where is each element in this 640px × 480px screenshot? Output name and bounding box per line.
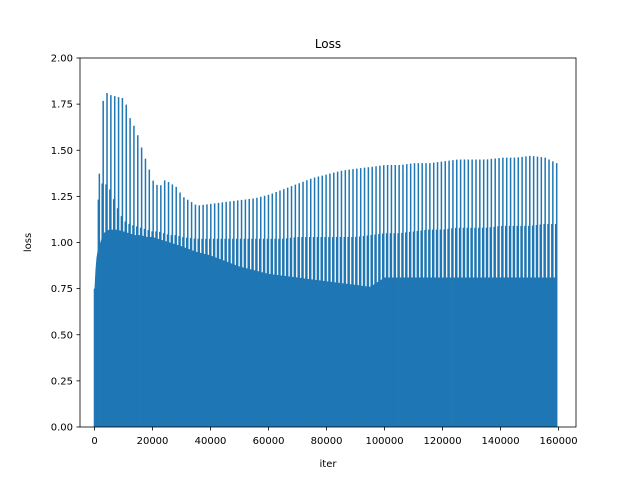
y-tick-label: 0.25: [51, 376, 73, 387]
y-tick-label: 1.00: [51, 238, 73, 249]
plot-area: [93, 93, 558, 427]
x-tick-label: 160000: [540, 436, 578, 447]
x-tick-label: 40000: [195, 436, 227, 447]
x-tick-label: 80000: [311, 436, 343, 447]
chart-title: Loss: [315, 37, 341, 51]
y-tick-label: 0.00: [51, 423, 73, 434]
y-tick-label: 0.75: [51, 284, 73, 295]
x-tick-label: 140000: [481, 436, 519, 447]
y-axis: 0.00 0.25 0.50 0.75 1.00 1.25 1.50 1.75 2.00: [51, 54, 80, 434]
x-tick-label: 120000: [423, 436, 461, 447]
x-tick-label: 0: [91, 436, 97, 447]
y-tick-label: 1.50: [51, 146, 73, 157]
y-tick-label: 0.50: [51, 330, 73, 341]
y-tick-label: 1.75: [51, 100, 73, 111]
x-axis-label: iter: [320, 459, 338, 470]
y-axis-label: loss: [23, 233, 34, 252]
x-axis: 0 20000 40000 60000 80000 100000 120000 140000 1…: [91, 427, 578, 447]
y-tick-label: 1.25: [51, 192, 73, 203]
y-tick-label: 2.00: [51, 54, 73, 65]
x-tick-label: 20000: [137, 436, 169, 447]
x-tick-label: 100000: [365, 436, 403, 447]
x-tick-label: 60000: [253, 436, 285, 447]
